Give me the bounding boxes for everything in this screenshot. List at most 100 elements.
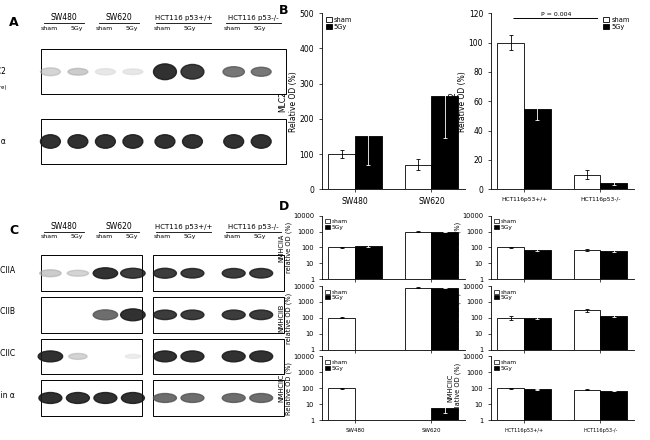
- Ellipse shape: [153, 351, 176, 362]
- Text: 5Gy: 5Gy: [254, 234, 266, 238]
- Text: B: B: [279, 4, 289, 18]
- Legend: sham, 5Gy: sham, 5Gy: [324, 219, 348, 231]
- Ellipse shape: [252, 135, 271, 148]
- Ellipse shape: [125, 355, 140, 358]
- Bar: [497, 247, 524, 440]
- Ellipse shape: [40, 68, 60, 76]
- Text: SW620: SW620: [106, 13, 133, 22]
- Ellipse shape: [121, 268, 145, 278]
- Ellipse shape: [252, 67, 271, 76]
- FancyBboxPatch shape: [153, 380, 284, 416]
- Bar: [328, 247, 355, 440]
- Ellipse shape: [181, 268, 204, 278]
- Text: 5Gy: 5Gy: [70, 26, 83, 31]
- Ellipse shape: [93, 268, 118, 279]
- Bar: [497, 318, 524, 440]
- Text: sham: sham: [153, 234, 170, 238]
- Bar: [405, 288, 432, 440]
- Text: SW480: SW480: [51, 222, 77, 231]
- Text: sham: sham: [96, 26, 112, 31]
- Text: sham: sham: [224, 26, 240, 31]
- Ellipse shape: [94, 392, 117, 403]
- Text: 5Gy: 5Gy: [183, 234, 196, 238]
- Y-axis label: MLC2
Relative OD (%): MLC2 Relative OD (%): [279, 71, 298, 132]
- Text: HCT116 p53-/-: HCT116 p53-/-: [228, 15, 279, 21]
- Bar: [524, 250, 551, 440]
- Text: sham: sham: [40, 26, 57, 31]
- Text: 5Gy: 5Gy: [125, 234, 138, 238]
- Ellipse shape: [123, 135, 143, 148]
- Bar: [432, 231, 458, 440]
- Ellipse shape: [181, 351, 204, 362]
- Ellipse shape: [96, 69, 115, 75]
- Ellipse shape: [155, 135, 175, 148]
- Text: A: A: [9, 15, 19, 29]
- FancyBboxPatch shape: [153, 339, 284, 374]
- Ellipse shape: [224, 135, 244, 148]
- Ellipse shape: [181, 310, 204, 319]
- Bar: [524, 109, 551, 189]
- Bar: [328, 318, 355, 440]
- Text: SW620: SW620: [106, 222, 133, 231]
- Ellipse shape: [121, 309, 145, 321]
- Ellipse shape: [40, 135, 60, 148]
- Bar: [601, 251, 627, 440]
- Text: sham: sham: [96, 234, 112, 238]
- Legend: sham, 5Gy: sham, 5Gy: [324, 289, 348, 301]
- FancyBboxPatch shape: [153, 297, 284, 333]
- Text: MLC2: MLC2: [0, 67, 6, 76]
- Ellipse shape: [153, 310, 176, 319]
- Ellipse shape: [123, 69, 143, 74]
- Ellipse shape: [66, 392, 89, 403]
- Ellipse shape: [250, 393, 272, 403]
- Ellipse shape: [222, 351, 245, 362]
- Text: C: C: [9, 224, 18, 237]
- Ellipse shape: [39, 392, 62, 403]
- Text: P = 0.004: P = 0.004: [541, 12, 571, 17]
- Bar: [524, 389, 551, 440]
- Bar: [574, 175, 601, 189]
- Y-axis label: NMHCIIC
relative OD (%): NMHCIIC relative OD (%): [447, 363, 461, 414]
- Ellipse shape: [68, 68, 88, 75]
- Ellipse shape: [153, 64, 176, 80]
- Ellipse shape: [250, 310, 272, 319]
- Bar: [328, 388, 355, 440]
- Ellipse shape: [93, 310, 118, 320]
- Text: sham: sham: [224, 234, 240, 238]
- Bar: [405, 165, 432, 189]
- Ellipse shape: [250, 268, 272, 278]
- Ellipse shape: [96, 135, 115, 148]
- Legend: sham, 5Gy: sham, 5Gy: [493, 359, 517, 371]
- Y-axis label: NMHCIIB
relative OD (%): NMHCIIB relative OD (%): [278, 292, 292, 344]
- Ellipse shape: [183, 135, 202, 148]
- Ellipse shape: [223, 67, 244, 77]
- Text: HCT116 p53+/+: HCT116 p53+/+: [155, 224, 212, 230]
- Bar: [574, 390, 601, 440]
- Ellipse shape: [69, 353, 87, 359]
- Text: sham: sham: [40, 234, 57, 238]
- FancyBboxPatch shape: [41, 255, 142, 291]
- Bar: [574, 310, 601, 440]
- Ellipse shape: [40, 270, 61, 277]
- FancyBboxPatch shape: [41, 49, 285, 94]
- Ellipse shape: [181, 393, 204, 403]
- Bar: [574, 250, 601, 440]
- Text: Tubulin α: Tubulin α: [0, 137, 6, 146]
- Ellipse shape: [250, 351, 272, 362]
- Text: HCT116 p53-/-: HCT116 p53-/-: [228, 224, 279, 230]
- FancyBboxPatch shape: [41, 297, 142, 333]
- Text: SW480: SW480: [51, 13, 77, 22]
- Text: sham: sham: [153, 26, 170, 31]
- Bar: [432, 288, 458, 440]
- Ellipse shape: [67, 270, 88, 276]
- Y-axis label: NMHCIIA
relative OD (%): NMHCIIA relative OD (%): [447, 222, 461, 273]
- Bar: [601, 391, 627, 440]
- FancyBboxPatch shape: [41, 380, 142, 416]
- Ellipse shape: [181, 64, 204, 79]
- Ellipse shape: [122, 392, 144, 403]
- Bar: [328, 154, 355, 189]
- Text: 5Gy: 5Gy: [183, 26, 196, 31]
- Y-axis label: NMHCIIC
Relative OD (%): NMHCIIC Relative OD (%): [278, 362, 292, 415]
- Y-axis label: NMHCIIB
relative OD (%): NMHCIIB relative OD (%): [447, 292, 461, 344]
- FancyBboxPatch shape: [41, 339, 142, 374]
